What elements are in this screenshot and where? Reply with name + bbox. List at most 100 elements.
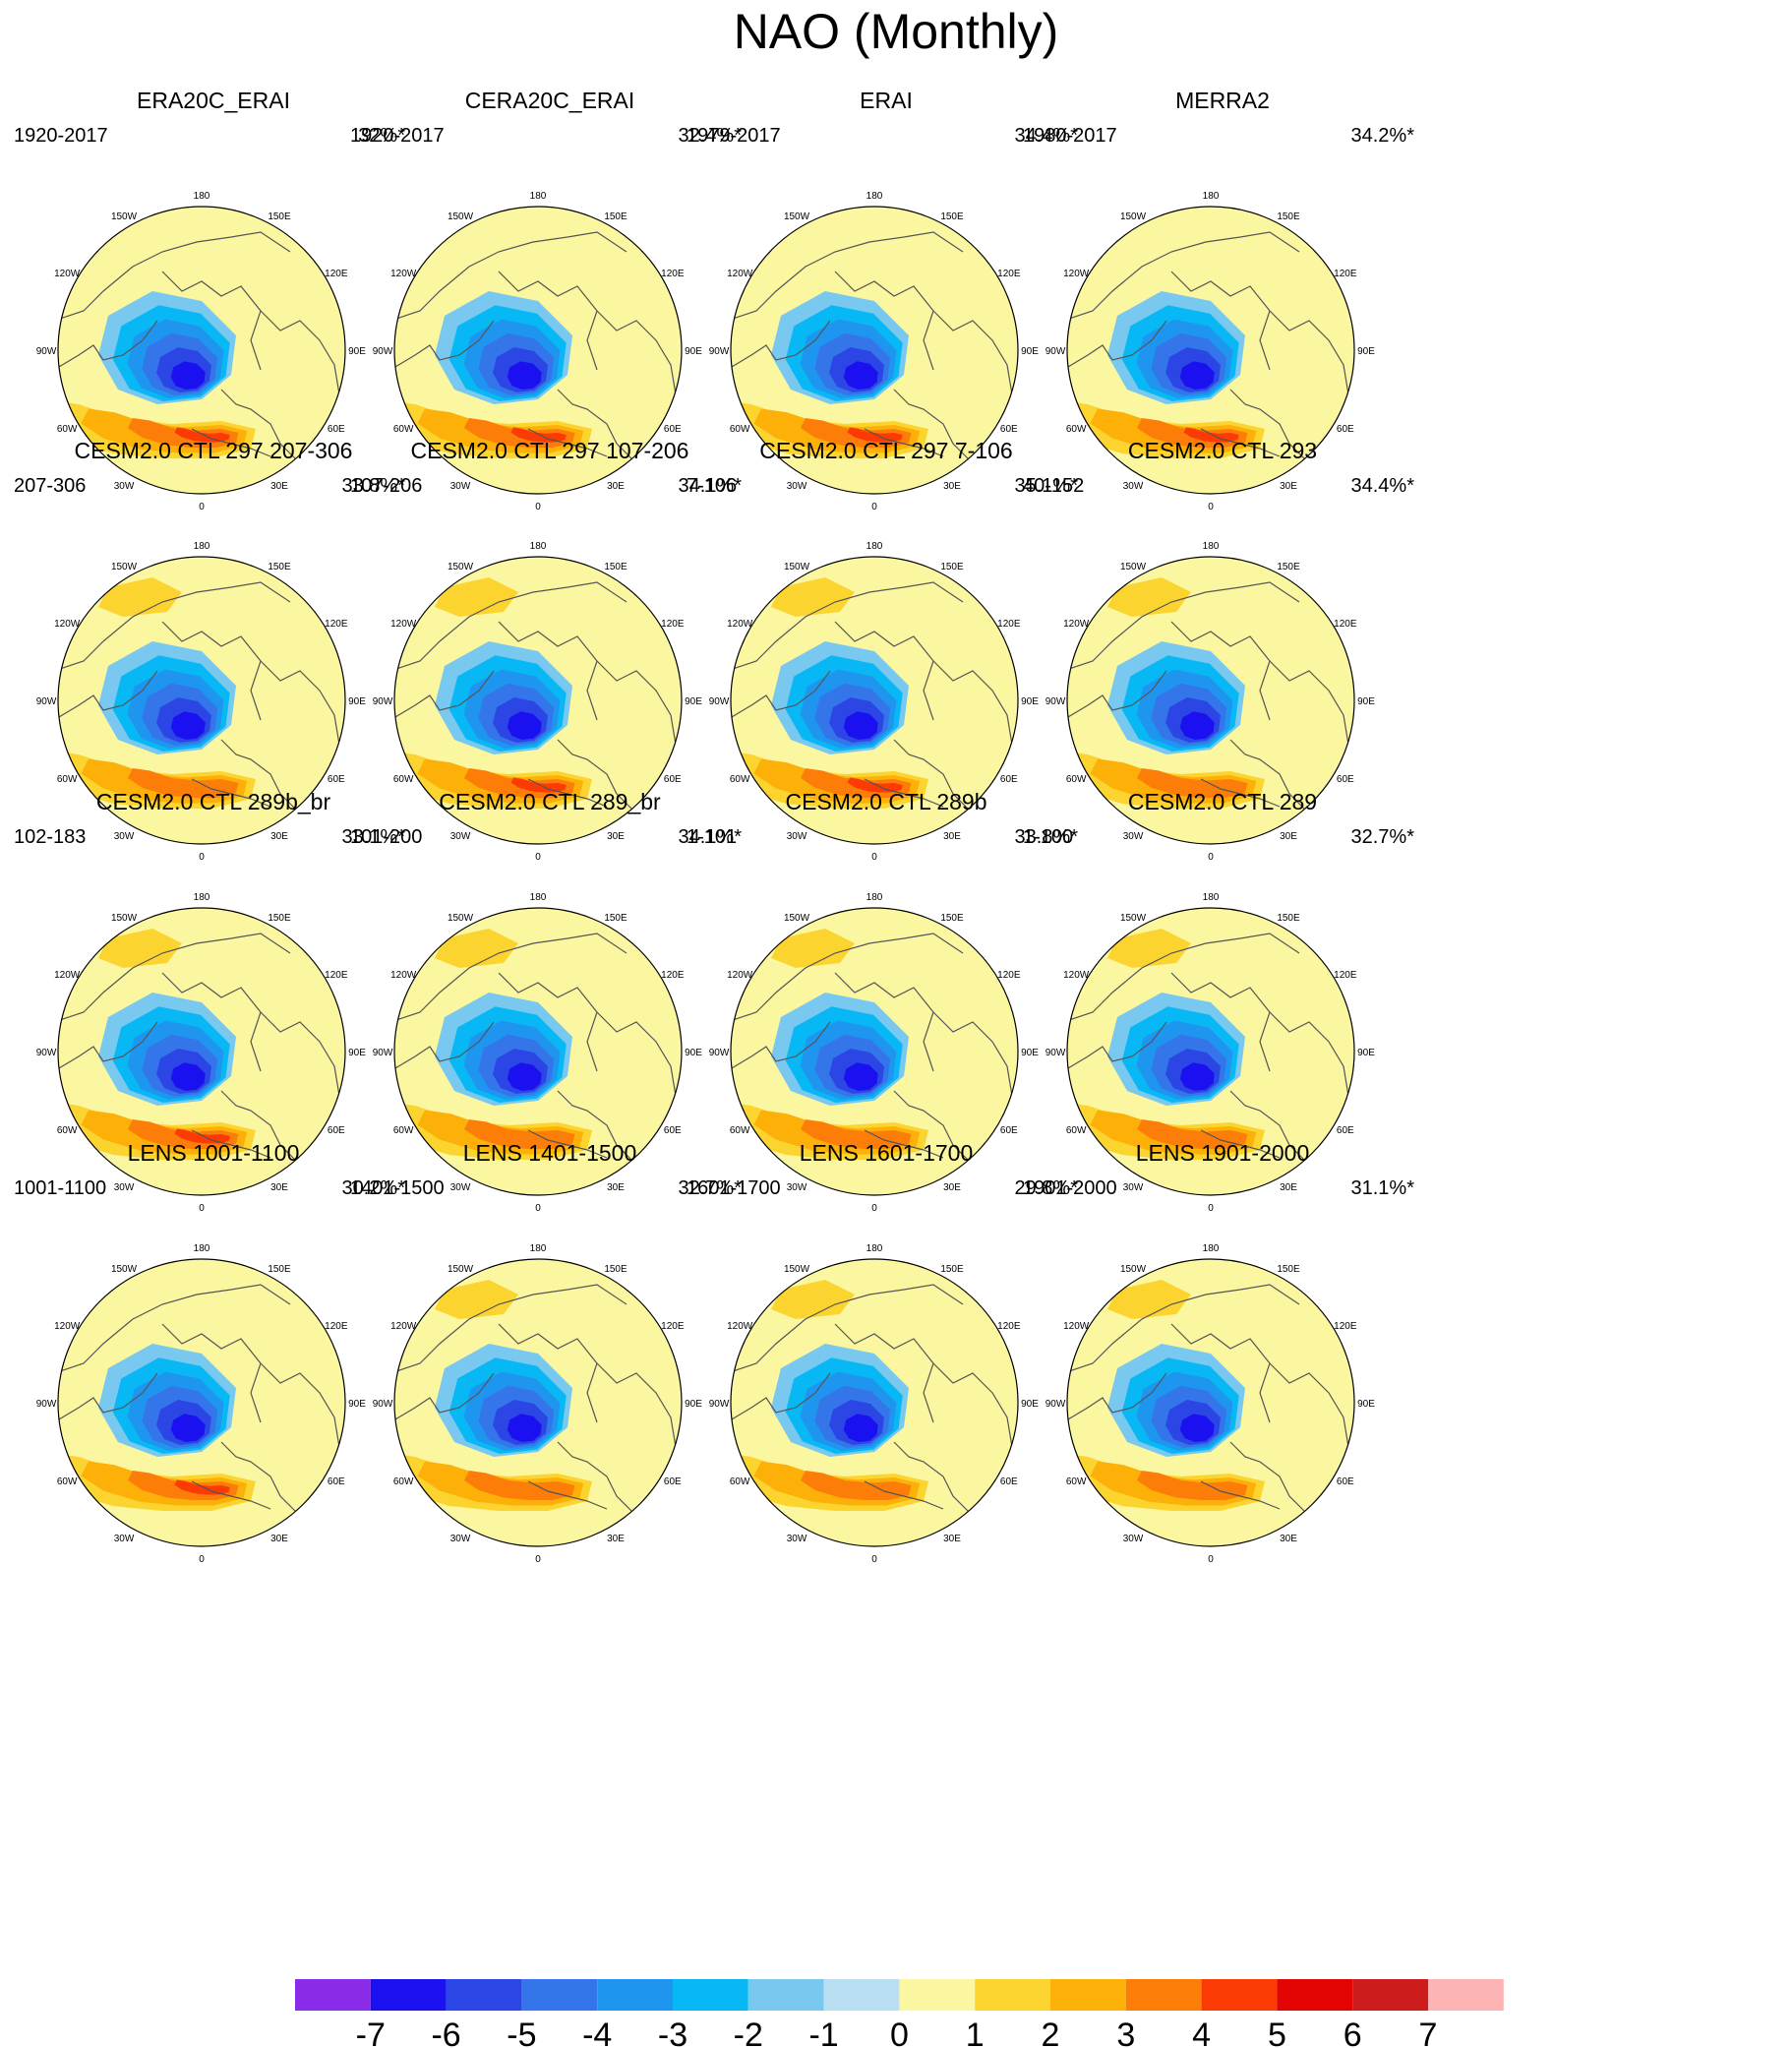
coastline [220,389,311,474]
coastline [731,231,964,322]
panel-title: CESM2.0 CTL 293 [1127,438,1318,463]
polar-map: 180 150E 120E 90E 60E 30E 0 30W 60W 90W 120W 150W [709,541,1040,863]
polar-map: 180 150E 120E 90E 60E 30E 0 30W 60W 90W 120W 150W [1045,541,1376,863]
coastline [161,621,262,721]
panel-year-range: 40-152 [1023,475,1085,497]
coastline [864,1129,944,1159]
longitude-label: 90W [373,1048,393,1058]
coastline [161,271,262,371]
longitude-label: 60E [664,424,682,435]
longitude-label: 90E [1021,346,1039,357]
polar-map: 180 150E 120E 90E 60E 30E 0 30W 60W 90W 120W 150W [1045,892,1376,1214]
panel-variance-explained: 29.8%* [1014,1177,1079,1199]
longitude-label: 30E [943,1534,961,1544]
coastline [58,1021,158,1072]
longitude-label: 120E [661,269,685,279]
longitude-label: 30E [270,1182,288,1193]
longitude-label: 90W [709,346,730,357]
longitude-label: 90W [373,696,393,707]
longitude-label: 150W [1120,562,1147,572]
map-panel: LENS 1001-1100 1001-1100 30.2%* 180 150E 120E… [2,1139,435,1592]
coastline [498,1323,598,1423]
coastline [1067,933,1300,1023]
coastline [1067,670,1167,721]
map-panel: CESM2.0 CTL 293 40-152 34.4%* 180 150E 120E 90… [1011,437,1444,889]
longitude-label: 0 [199,1203,205,1214]
coastline [731,1021,831,1072]
longitude-label: 90W [36,1399,57,1410]
longitude-label: 60E [328,424,345,435]
panel-title: LENS 1601-1700 [799,1140,974,1166]
coastline [932,310,1013,395]
longitude-label: 120W [54,619,81,630]
longitude-label: 60W [730,774,750,785]
longitude-label: 120E [1334,970,1357,981]
panel-year-range: 102-183 [14,826,87,848]
longitude-label: 120E [997,970,1021,981]
colorbar-tick-label: 0 [890,2017,909,2048]
contour-level--6 [843,711,878,740]
longitude-label: 0 [535,852,541,863]
polar-map: 180 150E 120E 90E 60E 30E 0 30W 60W 90W 120W 150W [1045,191,1376,512]
coastline [596,660,677,746]
contour-level--6 [1179,711,1215,740]
longitude-label: 30W [450,831,471,842]
coastline [1067,1372,1167,1423]
longitude-label: 60W [57,1125,78,1136]
contour-level-5 [510,427,567,443]
longitude-label: 150E [268,913,291,924]
longitude-label: 90E [1021,1399,1039,1410]
panel-year-range: 107-206 [350,475,423,497]
colorbar-bin [370,1979,447,2011]
coastline [220,739,311,824]
coastline [220,1441,311,1527]
map-panel: ERAI 1979-2017 34.4%* 180 150E 120E 90E 60E 30E 0… [675,87,1107,539]
map-panel: ERA20C_ERAI 1920-2017 32%* 180 150E 120E 90E 60… [2,87,435,539]
contour-level-5 [174,1479,230,1495]
panel-year-range: 101-200 [350,826,423,848]
colorbar-tick-label: -1 [808,2017,838,2048]
colorbar-tick-label: -2 [734,2017,763,2048]
contour-level-5 [510,777,567,793]
longitude-label: 30E [943,831,961,842]
longitude-label: 150W [111,211,138,222]
longitude-label: 150W [784,562,810,572]
longitude-label: 120W [390,970,417,981]
longitude-label: 150W [111,913,138,924]
map-panel: CESM2.0 CTL 289 1-100 32.7%* 180 150E 120E 90E… [1011,788,1444,1240]
panel-variance-explained: 32.7%* [1350,826,1415,848]
contour-level-5 [847,777,903,793]
north-pacific-high [435,1280,518,1319]
longitude-label: 120E [325,619,348,630]
coastline [394,581,627,672]
map-panel: LENS 1401-1500 1401-1500 32.7%* 180 150E 120E… [338,1139,771,1592]
coastline [1269,660,1349,746]
longitude-label: 150W [784,913,810,924]
coastline [1170,972,1271,1072]
longitude-label: 60W [393,1476,414,1487]
longitude-label: 0 [199,1554,205,1565]
colorbar-bin [446,1979,522,2011]
longitude-label: 150E [268,211,291,222]
colorbar: -7 -6 -5 -4 -3 -2 -1 0 1 2 3 4 5 6 7 [295,1979,1504,2048]
panel-year-range: 207-306 [14,475,87,497]
coastline [1269,1362,1349,1448]
longitude-label: 0 [1208,1203,1214,1214]
coastline [731,1284,964,1374]
polar-map: 180 150E 120E 90E 60E 30E 0 30W 60W 90W 120W 150W [373,191,703,512]
longitude-label: 120W [727,619,753,630]
polar-map: 180 150E 120E 90E 60E 30E 0 30W 60W 90W 120W 150W [373,541,703,863]
longitude-label: 30W [787,1182,807,1193]
coastline [1200,428,1281,457]
longitude-label: 0 [871,852,877,863]
panel-title: CESM2.0 CTL 289 [1127,789,1318,814]
longitude-label: 150W [448,211,474,222]
longitude-label: 30W [1123,831,1144,842]
coastline [58,320,158,371]
panel-year-range: 1920-2017 [350,125,445,147]
coastline [498,621,598,721]
longitude-label: 120E [997,1321,1021,1332]
longitude-label: 60E [1337,1125,1354,1136]
longitude-label: 60W [1066,424,1087,435]
coastline [527,1480,608,1510]
